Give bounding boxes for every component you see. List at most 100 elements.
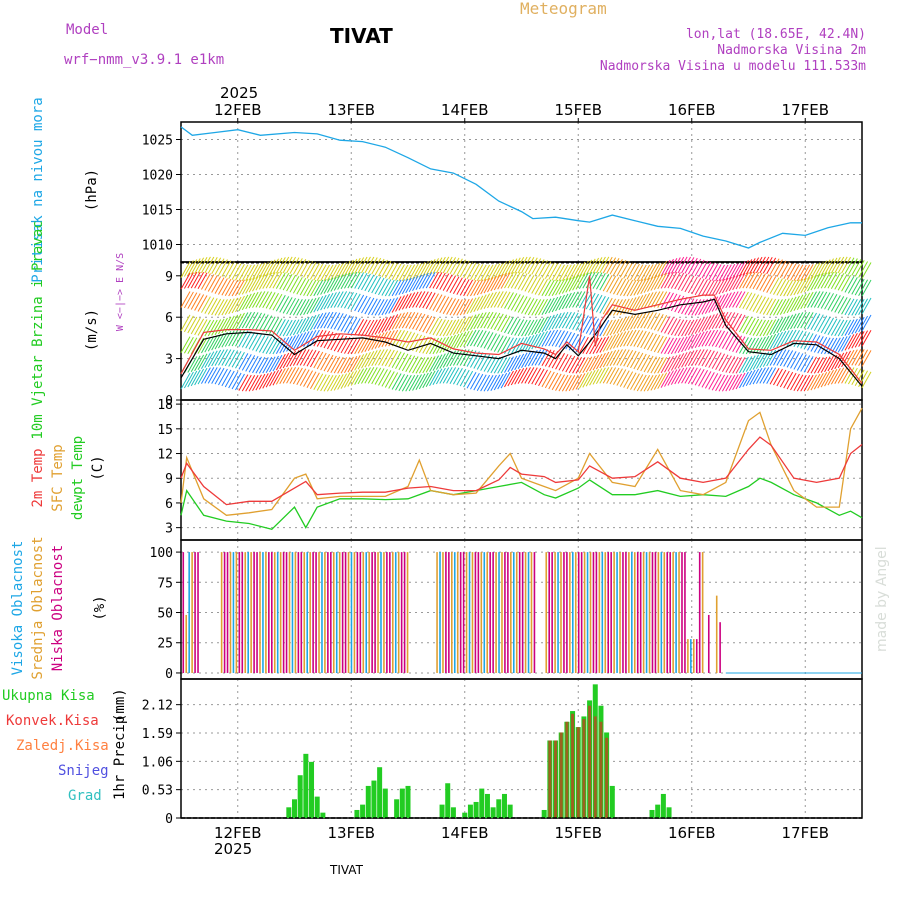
wind-barb — [708, 279, 719, 297]
wind-barb — [463, 298, 474, 315]
dewpt-line — [180, 477, 863, 531]
wind-barb — [296, 368, 307, 385]
wind-barb — [262, 372, 273, 389]
wind-barb — [320, 374, 331, 392]
wind-barb — [435, 256, 446, 274]
wind-barb — [793, 312, 804, 329]
wind-barb — [476, 264, 487, 282]
wind-barb — [769, 277, 780, 294]
wind-barb — [432, 272, 443, 289]
wind-barb — [197, 256, 208, 274]
wind-barb — [810, 373, 821, 391]
wind-barb — [361, 351, 371, 369]
wind-barb — [449, 257, 460, 275]
wind-barb — [820, 292, 831, 309]
wind-barb — [306, 371, 317, 388]
wind-barb — [612, 277, 623, 295]
wind-barb — [252, 334, 262, 351]
wind-barb — [330, 374, 341, 392]
wind-barb — [354, 257, 365, 274]
wind-barb — [636, 264, 647, 282]
wind-barb — [773, 278, 783, 295]
legend-snow: Snijeg — [58, 763, 109, 779]
wind-barb — [810, 273, 821, 291]
wind-barb — [524, 319, 535, 337]
wind-barb — [231, 263, 242, 280]
wind-barb — [721, 276, 732, 294]
precip-total-bar — [360, 804, 366, 818]
footer-station: TIVAT — [329, 863, 364, 877]
wind-barb — [517, 319, 528, 337]
wind-barb — [197, 367, 208, 385]
wind-barb — [640, 375, 651, 392]
wind-barb — [214, 332, 225, 350]
wind-barb — [752, 272, 763, 290]
wind-barb — [790, 264, 800, 281]
wind-barb — [493, 262, 504, 279]
wind-barb — [487, 264, 497, 281]
wind-barb — [490, 274, 501, 292]
wind-barb — [851, 299, 862, 316]
wind-barb — [299, 278, 310, 296]
wind-barb — [218, 317, 228, 335]
wind-barb — [745, 271, 756, 289]
wind-barb — [824, 369, 834, 387]
wind-barb — [721, 332, 732, 349]
wind-barb — [197, 295, 208, 312]
wind-barb — [790, 279, 800, 296]
wind-barb — [204, 256, 215, 274]
wind-barb — [718, 277, 729, 295]
panels: 1010101510201025036936912151802550751000… — [142, 121, 872, 827]
wind-barb — [228, 279, 239, 297]
wind-barb — [378, 369, 388, 386]
wind-barb — [299, 369, 310, 386]
wind-barb — [200, 352, 211, 369]
wind-barb — [252, 263, 262, 280]
wind-barb — [422, 315, 433, 333]
wind-barb — [326, 355, 337, 373]
wind-barb — [248, 374, 259, 392]
wind-barb — [218, 259, 228, 276]
wind-barb — [756, 352, 766, 369]
wind-barb — [810, 291, 821, 308]
wind-barb — [221, 260, 232, 277]
wind-barb — [354, 272, 365, 289]
wind-barb — [813, 261, 824, 279]
wind-barb — [340, 372, 351, 389]
wind-barb — [323, 354, 334, 372]
wind-barb — [258, 336, 269, 353]
wind-barb — [841, 350, 852, 368]
wind-barb — [575, 357, 586, 374]
wind-barb — [238, 353, 249, 370]
wind-barb — [279, 352, 290, 370]
wind-barb — [861, 314, 872, 332]
y-tick-label: 1.59 — [142, 727, 173, 742]
wind-barb — [650, 334, 661, 352]
wind-barb — [548, 329, 559, 347]
wind-barb — [817, 291, 828, 309]
wind-barb — [684, 367, 695, 384]
wind-barb — [200, 273, 211, 290]
precip-total-bar — [450, 807, 456, 818]
wind-barb — [830, 257, 841, 274]
wind-barb — [493, 373, 504, 391]
wind-barb — [834, 352, 845, 370]
wind-barb — [483, 292, 494, 309]
wind-barb — [728, 291, 739, 308]
wind-barb — [459, 349, 470, 366]
wind-barb — [388, 372, 399, 389]
wind-barb — [538, 331, 548, 348]
wind-barb — [541, 298, 552, 315]
wind-barb — [378, 331, 388, 348]
wind-barb — [350, 369, 361, 386]
wind-barb — [320, 330, 331, 348]
precip-conv-bar — [559, 732, 563, 818]
wind-barb — [432, 368, 443, 386]
wind-barb — [309, 296, 320, 314]
wind-barb — [810, 313, 821, 330]
wind-barb — [595, 337, 606, 354]
wind-barb — [623, 279, 634, 297]
wind-barb — [623, 330, 634, 347]
wind-barb — [592, 337, 603, 355]
